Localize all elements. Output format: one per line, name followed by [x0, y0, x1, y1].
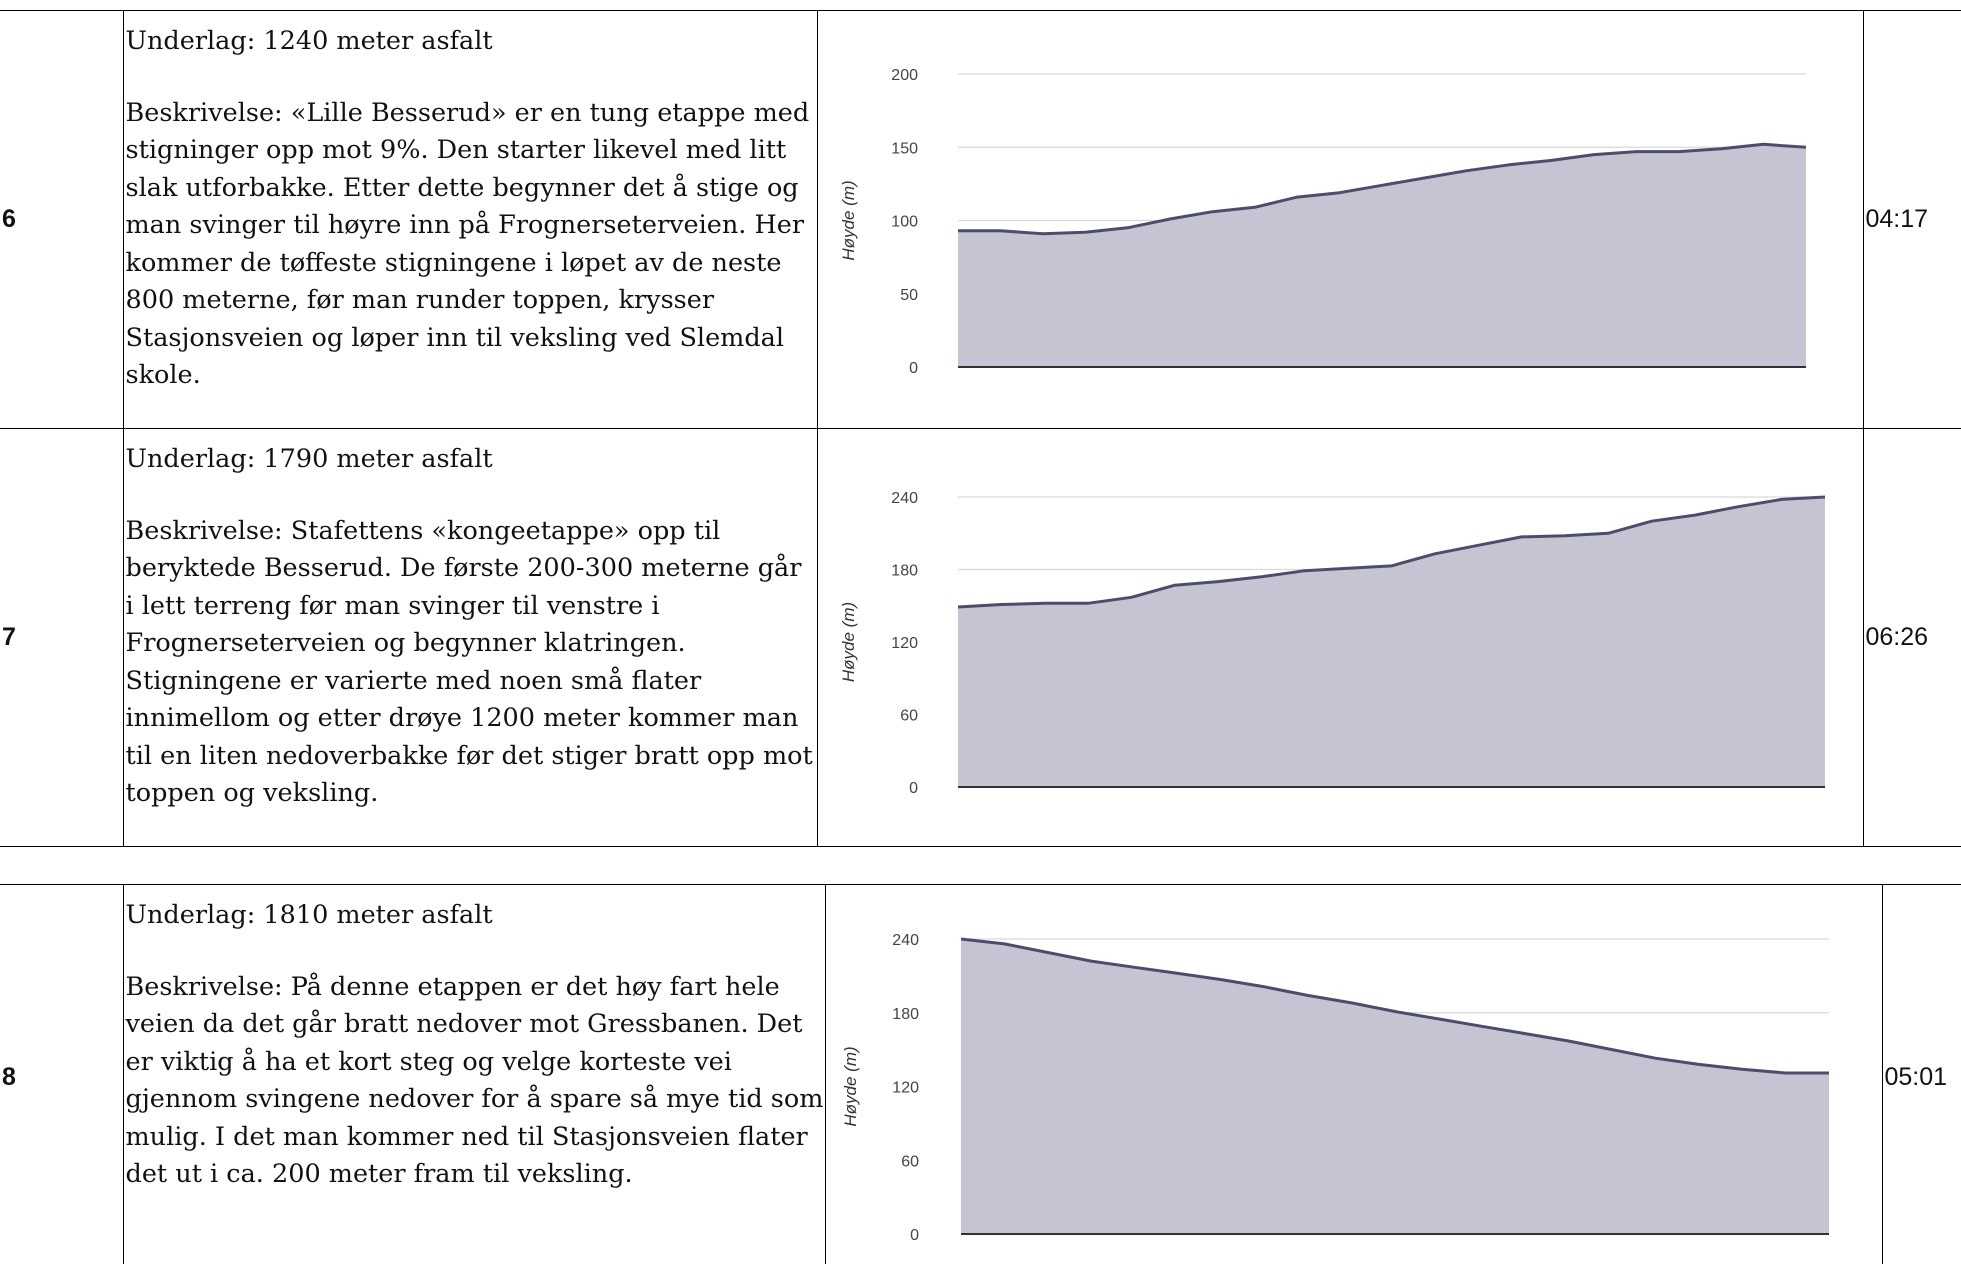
y-tick-label: 200	[891, 67, 918, 84]
elevation-chart: 240 180 120 60 0 Høyde (m)	[839, 490, 1825, 797]
y-axis-title: Høyde (m)	[839, 180, 858, 260]
y-tick-label: 240	[892, 932, 919, 949]
stage-row-6: 6 Underlag: 1240 meter asfalt Beskrivels…	[0, 10, 1961, 429]
y-axis-title: Høyde (m)	[839, 602, 858, 682]
stage-table-top: 6 Underlag: 1240 meter asfalt Beskrivels…	[0, 10, 1961, 847]
y-tick-label: 0	[909, 360, 918, 377]
y-tick-label: 150	[891, 140, 918, 157]
stage-surface: Underlag: 1810 meter asfalt	[125, 900, 493, 930]
stage-description: Beskrivelse: På denne etappen er det høy…	[125, 971, 824, 1190]
stage-description-cell: Underlag: 1790 meter asfalt Beskrivelse:…	[122, 428, 818, 847]
elevation-chart-cell: 240 180 120 60 0 Høyde (m)	[824, 884, 1883, 1264]
elevation-line	[960, 937, 1829, 1075]
stage-description: Beskrivelse: Stafettens «kongeetappe» op…	[125, 515, 813, 809]
y-tick-label: 60	[901, 1153, 919, 1170]
elevation-chart-cell: 240 180 120 60 0 Høyde (m)	[816, 428, 1864, 847]
stage-description-cell: Underlag: 1240 meter asfalt Beskrivelse:…	[122, 10, 818, 429]
elevation-chart: 240 180 120 60 0 Høyde (m)	[841, 932, 1829, 1244]
stage-table-bottom: 8 Underlag: 1810 meter asfalt Beskrivels…	[0, 884, 1961, 1264]
elevation-chart: 200 150 100 50 0 Høyde (m)	[839, 67, 1806, 377]
stage-number: 8	[0, 884, 124, 1264]
y-axis-title: Høyde (m)	[841, 1046, 860, 1126]
y-tick-label: 120	[892, 1080, 919, 1097]
y-tick-label: 100	[891, 214, 918, 231]
y-tick-label: 240	[891, 490, 918, 507]
stage-row-7: 7 Underlag: 1790 meter asfalt Beskrivels…	[0, 428, 1961, 847]
elevation-chart-cell: 200 150 100 50 0 Høyde (m)	[816, 10, 1864, 429]
stage-description-cell: Underlag: 1810 meter asfalt Beskrivelse:…	[122, 884, 826, 1264]
elevation-line	[957, 495, 1825, 609]
stage-number: 7	[0, 428, 124, 847]
y-tick-label: 0	[909, 780, 918, 797]
stage-time: 06:26	[1862, 428, 1961, 847]
stage-number: 6	[0, 10, 124, 429]
stage-surface: Underlag: 1790 meter asfalt	[125, 444, 493, 474]
y-tick-label: 180	[892, 1006, 919, 1023]
y-tick-label: 60	[900, 708, 918, 725]
stage-time: 05:01	[1881, 884, 1961, 1264]
stage-surface: Underlag: 1240 meter asfalt	[125, 26, 493, 56]
stage-row-8: 8 Underlag: 1810 meter asfalt Beskrivels…	[0, 884, 1961, 1264]
elevation-line	[957, 142, 1806, 236]
stage-description: Beskrivelse: «Lille Besserud» er en tung…	[125, 97, 810, 391]
elevation-area	[957, 144, 1806, 367]
y-tick-label: 50	[900, 287, 918, 304]
elevation-area	[957, 497, 1825, 787]
elevation-area	[960, 939, 1829, 1234]
y-tick-label: 120	[891, 635, 918, 652]
stage-time: 04:17	[1862, 10, 1961, 429]
y-tick-label: 0	[910, 1227, 919, 1244]
y-tick-label: 180	[891, 563, 918, 580]
